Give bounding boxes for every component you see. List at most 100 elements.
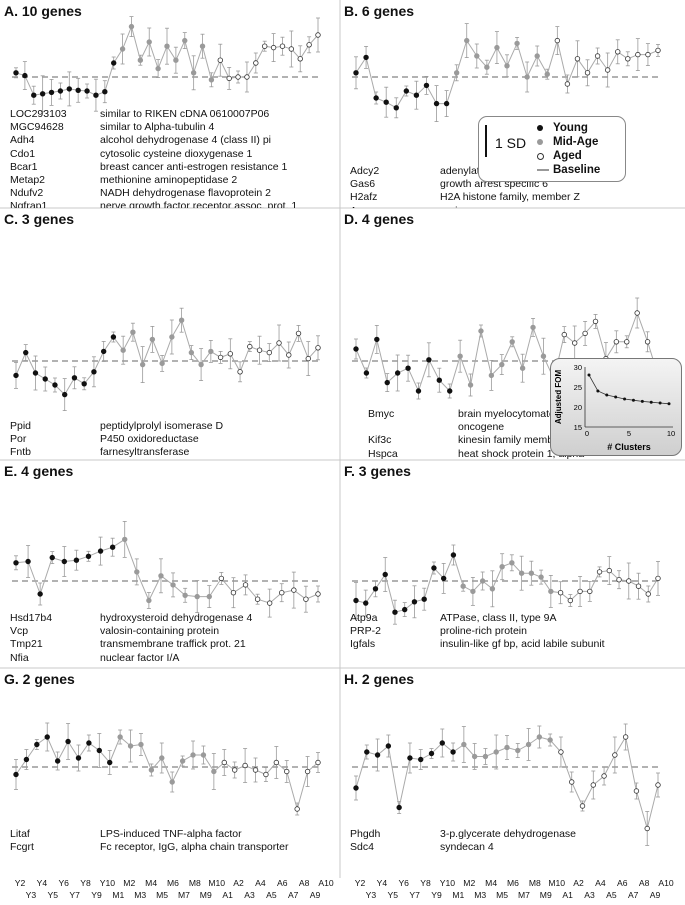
- data-point-midage: [206, 593, 212, 600]
- data-point-aged: [567, 597, 574, 604]
- midage-marker-icon: [537, 139, 543, 145]
- line-plot: [352, 723, 662, 846]
- data-point-midage: [524, 74, 530, 80]
- x-tick-label: M10: [208, 878, 226, 888]
- data-point-aged: [227, 351, 234, 357]
- panel-title: G. 2 genes: [4, 671, 75, 687]
- x-tick-label: Y3: [365, 890, 377, 900]
- data-point-midage: [525, 741, 532, 748]
- data-point-midage: [489, 586, 496, 592]
- data-point-young: [426, 357, 432, 363]
- data-point-aged: [304, 768, 311, 775]
- data-point-aged: [655, 575, 661, 582]
- x-tick-label: M7: [517, 890, 530, 900]
- data-point-aged: [230, 589, 237, 596]
- gene-symbol: Cdo1: [10, 147, 36, 160]
- data-point-young: [353, 70, 359, 76]
- series-line: [15, 538, 319, 604]
- data-point-aged: [644, 339, 651, 345]
- gene-row: MGC94628 similar to Alpha-tubulin 4: [10, 121, 297, 134]
- data-point-aged: [564, 81, 571, 87]
- data-point-young: [109, 544, 116, 550]
- panel-e: E. 4 genes Hsd17b4 hydroxysteroid dehydrog…: [0, 460, 340, 668]
- data-point-aged: [263, 771, 269, 778]
- x-tick-label: A5: [266, 890, 277, 900]
- data-point-young: [394, 370, 401, 376]
- data-point-aged: [315, 32, 321, 38]
- gene-symbol: Ngfrap1: [10, 200, 48, 208]
- x-axis-left: Y2 Y3 Y4 Y5 Y6 Y7 Y8 Y9 Y10 M1 M2 M3 M4 M5 M6 M7 M8 M9 M10…: [0, 878, 336, 904]
- data-point-midage: [194, 593, 200, 600]
- data-point-aged: [315, 759, 321, 766]
- gene-symbol: PRP-2: [350, 625, 381, 638]
- inset-fom-point: [596, 389, 600, 393]
- data-point-aged: [218, 575, 225, 582]
- gene-description: similar to RIKEN cDNA 0610007P06: [100, 108, 270, 120]
- data-point-aged: [574, 56, 581, 62]
- legend-label-young: Young: [553, 122, 588, 134]
- data-point-midage: [530, 324, 536, 331]
- data-point-midage: [457, 353, 463, 359]
- gene-row: Bmyc brain myelocytomatosis oncogene: [368, 408, 584, 434]
- data-point-young: [363, 54, 369, 61]
- data-point-aged: [253, 60, 259, 66]
- x-tick-label: M2: [123, 878, 136, 888]
- data-point-aged: [270, 44, 277, 51]
- x-tick-label: Y5: [47, 890, 59, 900]
- data-point-midage: [173, 57, 179, 63]
- x-tick-label: A2: [573, 878, 584, 888]
- data-point-midage: [149, 336, 156, 343]
- x-tick-label: M1: [112, 890, 125, 900]
- data-point-midage: [158, 573, 164, 579]
- data-point-young: [373, 95, 379, 101]
- data-point-midage: [146, 39, 152, 45]
- data-point-young: [411, 599, 418, 605]
- data-point-midage: [182, 592, 188, 598]
- data-point-aged: [294, 806, 300, 812]
- baseline-dash-icon: [537, 169, 549, 171]
- data-point-midage: [208, 348, 214, 355]
- data-point-young: [13, 372, 19, 379]
- x-tick-label: M6: [167, 878, 179, 888]
- gene-symbol: Nfia: [10, 651, 29, 664]
- data-point-midage: [146, 597, 152, 604]
- data-point-young: [85, 553, 92, 559]
- data-point-midage: [169, 779, 175, 785]
- gene-row: Hsd17b4 hydroxysteroid dehydrogenase 4: [10, 612, 252, 625]
- gene-description: breast cancer anti-estrogen resistance 1: [100, 160, 288, 173]
- x-tick-label: Y5: [387, 890, 399, 900]
- data-point-aged: [584, 70, 591, 76]
- data-point-midage: [139, 361, 146, 368]
- data-point-young: [57, 88, 64, 94]
- gene-symbol: Fntb: [10, 446, 32, 459]
- gene-list: Phgdh 3-p.glycerate dehydrogenase Sdc4 synd…: [350, 828, 576, 854]
- data-point-aged: [616, 576, 622, 583]
- x-tick-label: M4: [485, 878, 498, 888]
- data-point-aged: [579, 803, 586, 809]
- data-point-midage: [482, 753, 489, 760]
- inset-x-tick-label: 0: [585, 429, 589, 438]
- data-point-aged: [554, 37, 561, 44]
- legend-label-baseline: Baseline: [553, 164, 601, 176]
- inset-fom-point: [623, 397, 627, 401]
- data-point-aged: [596, 569, 603, 575]
- data-point-young: [384, 379, 390, 386]
- data-point-young: [436, 377, 443, 383]
- line-plot: [12, 521, 322, 618]
- data-point-midage: [190, 70, 197, 76]
- data-point-young: [48, 89, 55, 96]
- data-point-midage: [169, 334, 175, 340]
- data-point-aged: [558, 749, 564, 755]
- data-point-midage: [464, 37, 470, 44]
- aged-marker-icon: [537, 153, 544, 160]
- data-point-aged: [592, 318, 599, 325]
- data-point-midage: [190, 752, 196, 758]
- legend-sd-scale-bar: [485, 125, 487, 157]
- data-point-aged: [231, 767, 238, 773]
- data-point-midage: [130, 329, 136, 335]
- data-point-young: [34, 741, 40, 748]
- data-point-young: [13, 560, 19, 566]
- x-tick-label: Y2: [354, 878, 366, 888]
- x-tick-label: Y4: [376, 878, 388, 888]
- data-point-aged: [291, 587, 297, 593]
